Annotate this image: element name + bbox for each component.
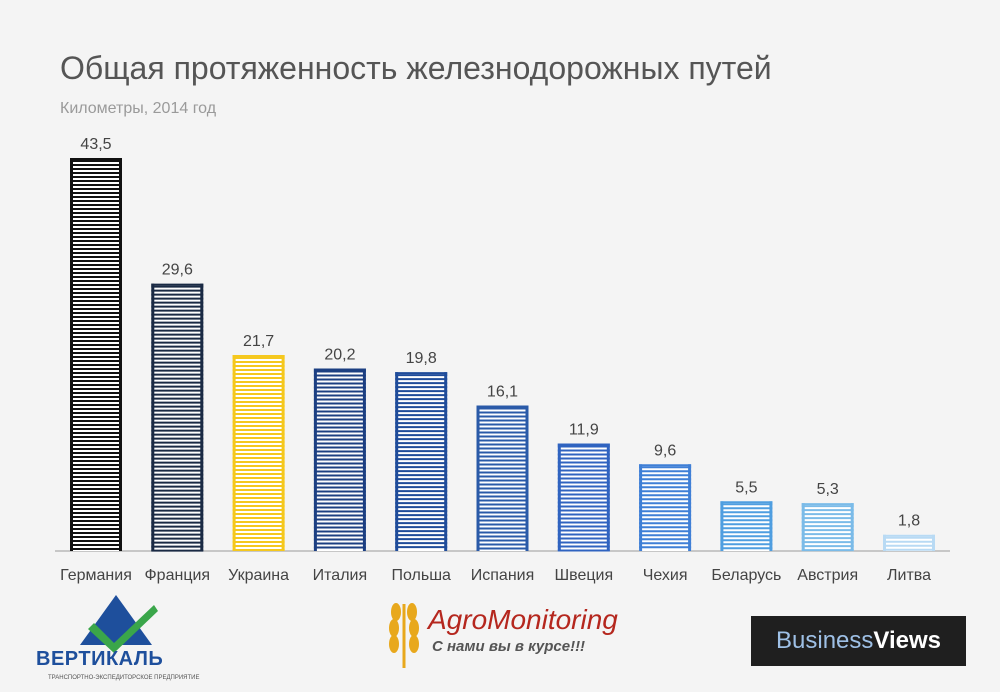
category-label-6: Швеция [554,567,613,584]
chart-title: Общая протяженность железнодорожных путе… [60,50,772,86]
bar-6 [557,443,610,552]
bar-3 [313,368,366,551]
bar-value-label-7: 9,6 [654,442,676,459]
bar-chart: 43,5 Германия 29,6 Франция 21,7 Украина 20,2 Ит… [55,136,950,584]
category-label-0: Германия [60,567,132,584]
vertikal-logo: ВЕРТИКАЛЬ ТРАНСПОРТНО-ЭКСПЕДИТОРСКОЕ ПРЕ… [34,593,204,688]
businessviews-part2: Views [873,627,941,654]
bar-value-label-10: 1,8 [898,513,920,530]
category-label-2: Украина [228,567,289,584]
agromonitoring-tagline: С нами вы в курсе!!! [432,638,586,655]
bar-7 [639,464,692,551]
bar-value-label-8: 5,5 [735,479,757,496]
vertikal-emblem-icon [80,595,158,653]
chart-subtitle: Километры, 2014 год [60,100,217,117]
category-label-7: Чехия [643,567,688,584]
businessviews-part1: Business [776,627,874,654]
bar-value-label-3: 20,2 [324,347,355,364]
category-label-8: Беларусь [711,567,781,584]
bar-value-label-1: 29,6 [162,262,193,279]
bar-value-label-4: 19,8 [406,350,437,367]
bar-10 [883,534,935,551]
wheat-icon [389,603,419,668]
bar-8 [720,501,773,551]
bar-value-label-6: 11,9 [569,421,599,438]
category-label-1: Франция [145,567,211,584]
bar-9 [801,503,854,552]
bar-0 [70,158,122,551]
category-label-3: Италия [313,567,367,584]
category-label-10: Литва [887,567,931,584]
businessviews-logo: BusinessViews [751,616,966,666]
category-label-9: Австрия [797,567,858,584]
agromonitoring-name: AgroMonitoring [428,604,618,635]
category-label-5: Испания [471,567,535,584]
bar-5 [476,405,529,551]
vertikal-name: ВЕРТИКАЛЬ [36,648,164,670]
bar-value-label-0: 43,5 [80,136,111,153]
bar-value-label-5: 16,1 [487,384,518,401]
category-label-4: Польша [391,567,451,584]
agromonitoring-logo: AgroMonitoring С нами вы в курсе!!! [380,598,640,670]
bar-4 [395,372,448,551]
vertikal-tagline: ТРАНСПОРТНО-ЭКСПЕДИТОРСКОЕ ПРЕДПРИЯТИЕ [48,675,200,681]
bar-value-label-2: 21,7 [243,333,274,350]
bar-value-label-9: 5,3 [817,481,839,498]
bar-2 [232,354,285,551]
bar-1 [151,283,204,552]
